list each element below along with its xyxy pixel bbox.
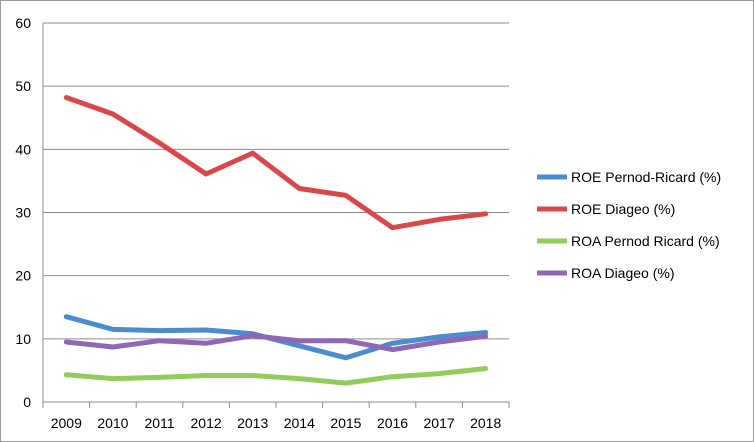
- x-tick-label-2009: 2009: [51, 415, 82, 431]
- series-line-4: [63, 333, 489, 353]
- y-tick-label-10: 10: [15, 331, 31, 347]
- series-lines: [63, 95, 489, 386]
- y-tick-label-50: 50: [15, 78, 31, 94]
- x-tick-label-2016: 2016: [377, 415, 408, 431]
- x-tick-label-2013: 2013: [237, 415, 268, 431]
- x-tick-labels: 2009 2010 2011 2012 2013 2014 2015 2016 2017 2018: [51, 415, 502, 431]
- legend-label-2: ROE Diageo (%): [571, 201, 675, 217]
- x-tick-label-2015: 2015: [330, 415, 361, 431]
- x-tick-label-2018: 2018: [470, 415, 501, 431]
- x-tick-label-2010: 2010: [97, 415, 128, 431]
- legend-label-3: ROA Pernod Ricard (%): [571, 233, 720, 249]
- y-tick-labels: 0 10 20 30 40 50 60: [15, 15, 31, 410]
- axes: [42, 23, 510, 408]
- y-tick-label-60: 60: [15, 15, 31, 31]
- legend-label-4: ROA Diageo (%): [571, 265, 674, 281]
- x-tick-label-2012: 2012: [191, 415, 222, 431]
- legend-label-1: ROE Pernod-Ricard (%): [571, 169, 721, 185]
- x-tick-label-2017: 2017: [424, 415, 455, 431]
- x-tick-label-2011: 2011: [144, 415, 174, 431]
- gridlines: [43, 22, 509, 340]
- series-line-3: [63, 366, 489, 386]
- y-tick-label-0: 0: [23, 394, 31, 410]
- x-tick-label-2014: 2014: [284, 415, 315, 431]
- y-tick-label-40: 40: [15, 141, 31, 157]
- series-line-2: [63, 95, 489, 231]
- y-tick-label-20: 20: [15, 268, 31, 284]
- legend: ROE Pernod-Ricard (%) ROE Diageo (%) ROA P…: [537, 169, 721, 281]
- y-tick-label-30: 30: [15, 205, 31, 221]
